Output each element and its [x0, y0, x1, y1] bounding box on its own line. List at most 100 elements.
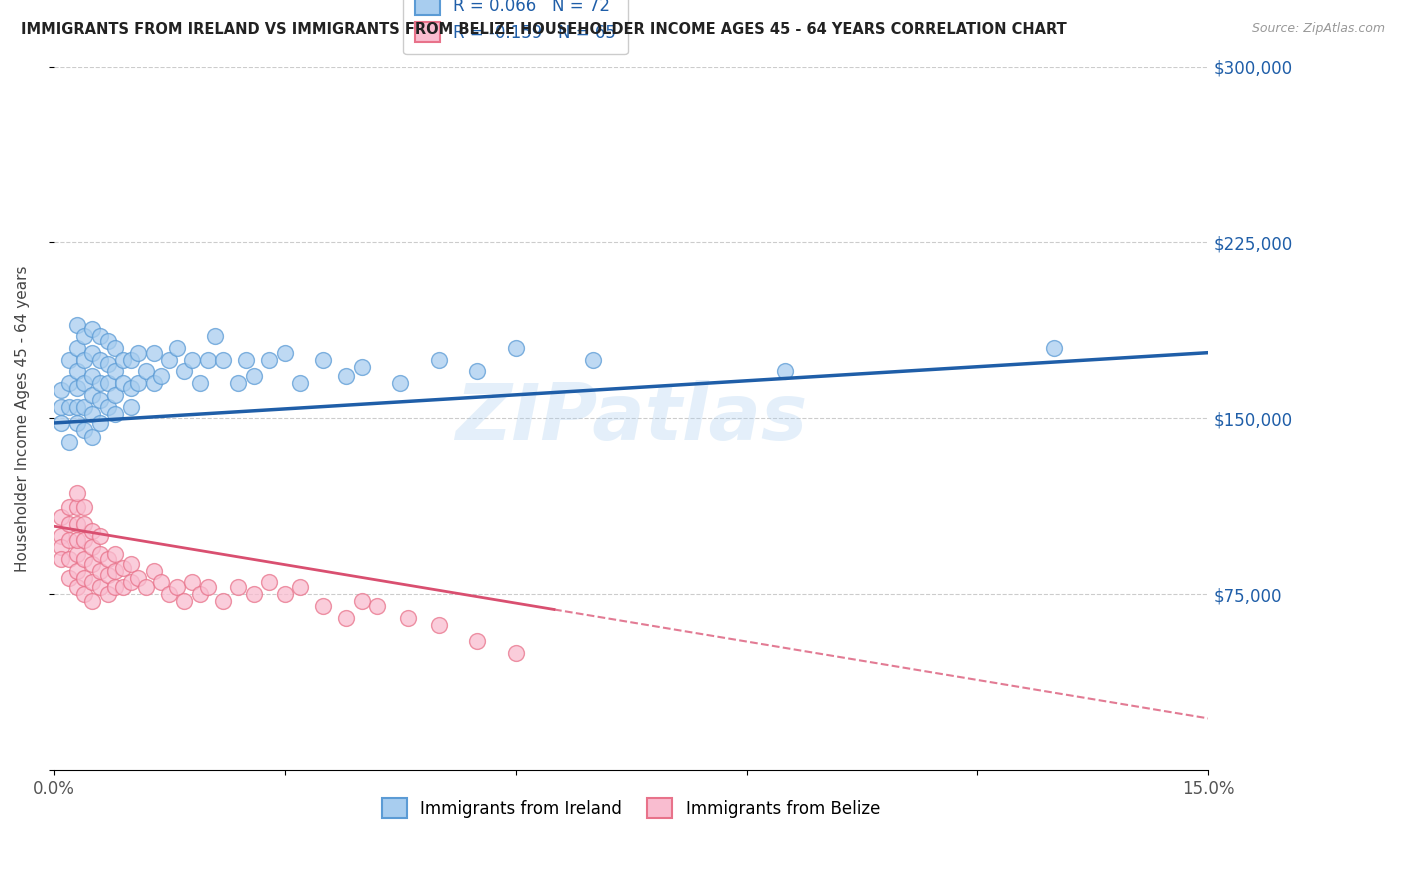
Point — [427, 352, 450, 367]
Point — [243, 369, 266, 384]
Point — [288, 580, 311, 594]
Point — [120, 575, 142, 590]
Point — [505, 646, 527, 660]
Point — [89, 329, 111, 343]
Point — [58, 516, 80, 531]
Point — [58, 500, 80, 515]
Point — [396, 610, 419, 624]
Point — [104, 364, 127, 378]
Legend: Immigrants from Ireland, Immigrants from Belize: Immigrants from Ireland, Immigrants from… — [375, 791, 887, 825]
Point — [96, 587, 118, 601]
Point — [150, 369, 173, 384]
Point — [173, 594, 195, 608]
Point — [89, 564, 111, 578]
Point — [73, 400, 96, 414]
Point — [66, 564, 89, 578]
Point — [243, 587, 266, 601]
Point — [197, 352, 219, 367]
Point — [228, 580, 250, 594]
Point — [82, 575, 104, 590]
Point — [82, 388, 104, 402]
Point — [173, 364, 195, 378]
Point — [73, 552, 96, 566]
Text: ZIPatlas: ZIPatlas — [456, 380, 807, 457]
Point — [773, 364, 796, 378]
Point — [204, 329, 226, 343]
Point — [73, 571, 96, 585]
Point — [188, 587, 211, 601]
Point — [335, 369, 357, 384]
Point — [73, 587, 96, 601]
Point — [166, 580, 188, 594]
Point — [66, 318, 89, 332]
Point — [82, 407, 104, 421]
Point — [465, 634, 488, 648]
Point — [73, 516, 96, 531]
Point — [89, 528, 111, 542]
Point — [120, 352, 142, 367]
Point — [66, 341, 89, 355]
Point — [58, 400, 80, 414]
Point — [111, 376, 134, 391]
Point — [104, 580, 127, 594]
Point — [58, 533, 80, 548]
Point — [73, 376, 96, 391]
Point — [312, 352, 335, 367]
Point — [212, 594, 235, 608]
Point — [104, 407, 127, 421]
Point — [82, 369, 104, 384]
Point — [58, 376, 80, 391]
Point — [89, 547, 111, 561]
Point — [66, 400, 89, 414]
Point — [120, 400, 142, 414]
Point — [366, 599, 388, 613]
Point — [135, 364, 157, 378]
Point — [96, 376, 118, 391]
Point — [120, 557, 142, 571]
Point — [51, 383, 73, 397]
Point — [350, 359, 373, 374]
Point — [82, 541, 104, 555]
Point — [104, 564, 127, 578]
Point — [58, 352, 80, 367]
Point — [142, 564, 165, 578]
Point — [288, 376, 311, 391]
Point — [235, 352, 257, 367]
Point — [73, 352, 96, 367]
Point — [66, 500, 89, 515]
Point — [111, 352, 134, 367]
Point — [273, 587, 295, 601]
Point — [273, 345, 295, 359]
Point — [51, 528, 73, 542]
Point — [197, 580, 219, 594]
Point — [58, 434, 80, 449]
Point — [89, 376, 111, 391]
Point — [157, 587, 180, 601]
Point — [335, 610, 357, 624]
Point — [181, 352, 204, 367]
Point — [96, 400, 118, 414]
Point — [104, 388, 127, 402]
Point — [73, 500, 96, 515]
Point — [181, 575, 204, 590]
Point — [89, 352, 111, 367]
Point — [228, 376, 250, 391]
Point — [581, 352, 603, 367]
Point — [104, 547, 127, 561]
Point — [505, 341, 527, 355]
Point — [127, 376, 149, 391]
Point — [82, 345, 104, 359]
Point — [465, 364, 488, 378]
Point — [142, 345, 165, 359]
Point — [1043, 341, 1066, 355]
Point — [66, 580, 89, 594]
Point — [312, 599, 335, 613]
Point — [82, 594, 104, 608]
Point — [127, 571, 149, 585]
Point — [66, 381, 89, 395]
Point — [51, 509, 73, 524]
Point — [96, 568, 118, 582]
Point — [51, 400, 73, 414]
Point — [66, 547, 89, 561]
Point — [51, 416, 73, 430]
